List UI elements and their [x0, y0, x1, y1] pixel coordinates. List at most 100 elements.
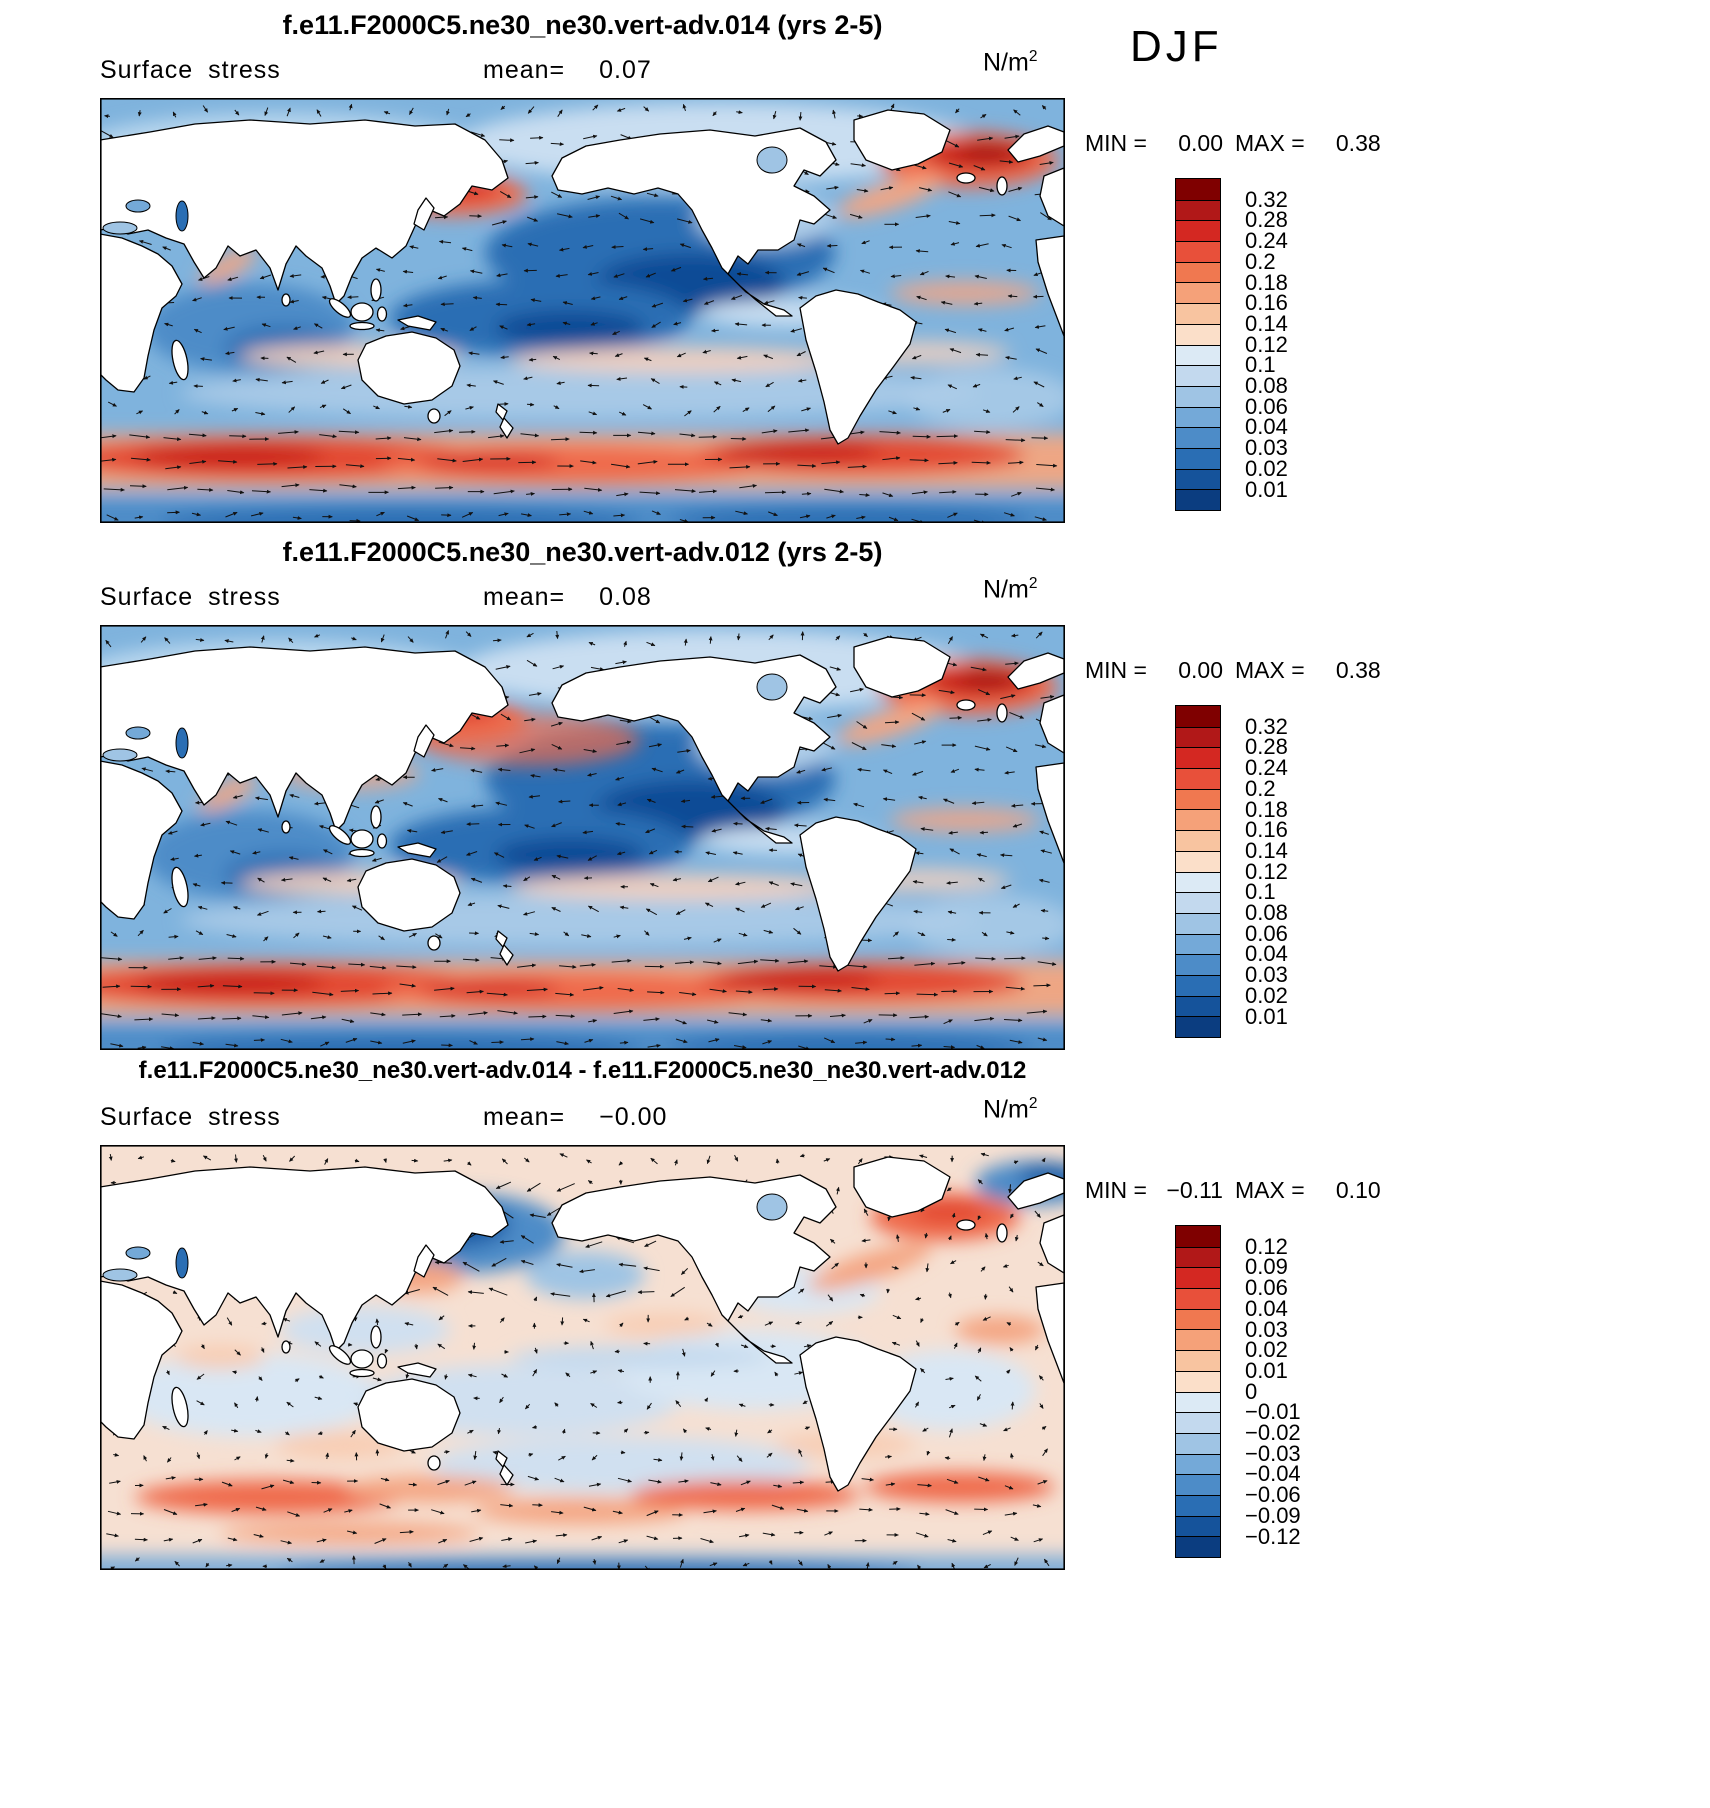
colorbar-cell: [1176, 1246, 1220, 1268]
colorbar-cell: [1176, 1474, 1220, 1495]
colorbar-tick-label: 0.28: [1245, 207, 1288, 233]
colorbar-tick-label: 0.04: [1245, 941, 1288, 967]
colorbar-tick-label: 0.04: [1245, 414, 1288, 440]
colorbar-cell: [1176, 447, 1220, 469]
colorbar-cells: [1175, 178, 1221, 511]
colorbar-labels: 0.32 0.28 0.24 0.2 0.18 0.16 0.14 0.12 0.1 0.08 0.…: [1231, 179, 1351, 511]
colorbar-tick-label: 0.08: [1245, 900, 1288, 925]
colorbar-tick-label: 0.02: [1245, 982, 1288, 1008]
colorbar-tick-label: 0.14: [1245, 837, 1288, 863]
colorbar-cell: [1176, 912, 1220, 934]
colorbar-cell: [1176, 809, 1220, 831]
panel-model-014: f.e11.F2000C5.ne30_ne30.vert-adv.014 (yr…: [0, 10, 1710, 540]
max-value: 0.38: [1335, 130, 1381, 156]
colorbar-cell: [1176, 241, 1220, 262]
colorbar-cell: [1176, 179, 1220, 200]
colorbar-cell: [1176, 830, 1220, 851]
colorbar-cell: [1176, 261, 1220, 283]
colorbar-tick-label: 0.06: [1245, 920, 1288, 946]
colorbar: 0.12 0.09 0.06 0.04 0.03 0.02 0.01 0 −0.01 −0.02−…: [1175, 1225, 1375, 1558]
map-frame: [100, 98, 1065, 523]
colorbar: 0.32 0.28 0.24 0.2 0.18 0.16 0.14 0.12 0.1 0.08 0.…: [1175, 178, 1375, 511]
colorbar-tick-label: 0.24: [1245, 228, 1288, 254]
panel-title: f.e11.F2000C5.ne30_ne30.vert-adv.014 - f…: [138, 1057, 1027, 1084]
colorbar-cell: [1176, 220, 1220, 242]
map-surface-stress-difference: [100, 1145, 1065, 1570]
colorbar-cell: [1176, 706, 1220, 727]
colorbar-tick-label: 0.28: [1245, 734, 1288, 760]
colorbar-cell: [1176, 892, 1220, 913]
mean-readout: mean= 0.08: [483, 583, 652, 612]
colorbar-cell: [1176, 344, 1220, 366]
colorbar-cell: [1176, 954, 1220, 975]
variable-label: Surface stress: [100, 1103, 281, 1131]
colorbar-tick-label: −0.01: [1245, 1399, 1301, 1425]
colorbar-cell: [1176, 427, 1220, 448]
map-frame: [100, 625, 1065, 1050]
colorbar-cell: [1176, 1329, 1220, 1351]
colorbar-cell: [1176, 1515, 1220, 1537]
mean-value: 0.07: [599, 56, 652, 84]
colorbar-tick-label: 0.32: [1245, 186, 1288, 212]
colorbar-cell: [1176, 1536, 1220, 1557]
minmax-readout: MIN = 0.00 MAX = 0.38: [1085, 130, 1381, 157]
colorbar-tick-label: 0.03: [1245, 962, 1288, 988]
colorbar-tick-label: 0.18: [1245, 796, 1288, 822]
panel-title: f.e11.F2000C5.ne30_ne30.vert-adv.012 (yr…: [282, 537, 883, 567]
colorbar-cell: [1176, 1391, 1220, 1413]
colorbar-cell: [1176, 1412, 1220, 1433]
min-value: −0.11: [1166, 1177, 1223, 1203]
colorbar-tick-label: 0.24: [1245, 755, 1288, 781]
units-label: N/m2: [983, 1095, 1038, 1124]
min-value: 0.00: [1178, 657, 1223, 683]
colorbar-tick-label: 0.01: [1245, 1003, 1288, 1029]
colorbar-cell: [1176, 406, 1220, 428]
colorbar-cell: [1176, 1226, 1220, 1247]
min-label: MIN =: [1085, 130, 1147, 156]
colorbar-cell: [1176, 788, 1220, 810]
colorbar-cell: [1176, 1453, 1220, 1475]
colorbar-tick-label: 0.03: [1245, 435, 1288, 461]
colorbar-tick-label: 0.02: [1245, 455, 1288, 481]
colorbar-tick-label: 0.03: [1245, 1316, 1288, 1342]
colorbar: 0.32 0.28 0.24 0.2 0.18 0.16 0.14 0.12 0.1 0.08 0.…: [1175, 705, 1375, 1038]
mean-label: mean=: [483, 56, 566, 84]
colorbar-cell: [1176, 974, 1220, 996]
colorbar-tick-label: 0.04: [1245, 1295, 1288, 1321]
colorbar-cell: [1176, 1267, 1220, 1289]
units-label: N/m2: [983, 48, 1038, 77]
colorbar-cell: [1176, 1432, 1220, 1454]
colorbar-cell: [1176, 1016, 1220, 1037]
variable-label: Surface stress: [100, 583, 281, 611]
mean-value: 0.08: [599, 583, 652, 611]
colorbar-cell: [1176, 850, 1220, 872]
colorbar-tick-label: 0.12: [1245, 331, 1288, 357]
max-value: 0.38: [1335, 657, 1381, 683]
colorbar-tick-label: 0.16: [1245, 817, 1288, 843]
panel-model-012: f.e11.F2000C5.ne30_ne30.vert-adv.012 (yr…: [0, 537, 1710, 1067]
colorbar-tick-label: 0.06: [1245, 393, 1288, 419]
colorbar-tick-label: 0.2: [1245, 775, 1276, 801]
colorbar-labels: 0.32 0.28 0.24 0.2 0.18 0.16 0.14 0.12 0.1 0.08 0.…: [1231, 706, 1351, 1038]
colorbar-cell: [1176, 323, 1220, 345]
colorbar-tick-label: −0.02: [1245, 1420, 1301, 1445]
map-surface-stress-014: [100, 98, 1065, 523]
max-label: MAX =: [1234, 1177, 1305, 1203]
colorbar-tick-label: 0.09: [1245, 1254, 1288, 1280]
map-surface-stress-012: [100, 625, 1065, 1050]
colorbar-cell: [1176, 385, 1220, 407]
colorbar-cell: [1176, 726, 1220, 748]
mean-label: mean=: [483, 583, 566, 611]
colorbar-tick-label: 0.08: [1245, 373, 1288, 398]
colorbar-tick-label: 0: [1245, 1378, 1258, 1404]
min-value: 0.00: [1178, 130, 1223, 156]
colorbar-tick-label: 0.12: [1245, 858, 1288, 884]
colorbar-cell: [1176, 995, 1220, 1017]
colorbar-tick-label: 0.18: [1245, 269, 1288, 295]
colorbar-cell: [1176, 1350, 1220, 1371]
mean-readout: mean= −0.00: [483, 1103, 667, 1132]
colorbar-cell: [1176, 1494, 1220, 1516]
max-value: 0.10: [1335, 1177, 1381, 1203]
colorbar-cell: [1176, 489, 1220, 510]
colorbar-tick-label: 0.16: [1245, 290, 1288, 316]
